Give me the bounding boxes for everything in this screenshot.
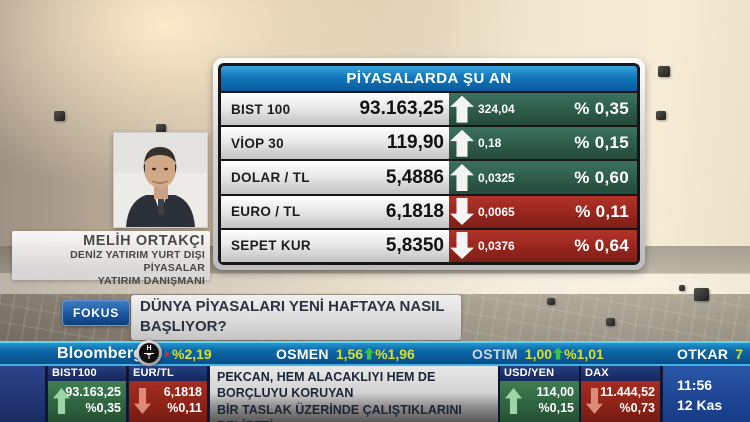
quote-symbol: USD/YEN: [500, 366, 579, 381]
market-panel-body: PİYASALARDA ŞU AN BIST 100 93.163,25 324…: [218, 63, 640, 265]
percent-change: % 0,35: [574, 99, 629, 119]
ticker-percent: %1,01: [564, 345, 604, 362]
decor-cube: [156, 124, 166, 133]
ticker-partial-item: %2,19: [165, 344, 212, 363]
market-row-viop30: VİOP 30 119,90 0,18 % 0,15: [221, 127, 637, 160]
fokus-tag: FOKUS: [62, 300, 130, 326]
quote-symbol: DAX: [581, 366, 660, 381]
instrument-value: 5,8350: [385, 234, 444, 256]
ticker-value: 7: [735, 345, 744, 362]
news-line1: PEKCAN, HEM ALACAKLIYI HEM DE BORÇLUYU K…: [217, 370, 436, 401]
quote-box-dax: DAX 11.444,52 %0,73: [581, 366, 662, 422]
clock-box: 11:56 12 Kas: [663, 366, 750, 422]
up-arrow-icon: [450, 129, 474, 157]
market-panel: PİYASALARDA ŞU AN BIST 100 93.163,25 324…: [213, 58, 645, 270]
news-ticker: PEKCAN, HEM ALACAKLIYI HEM DE BORÇLUYU K…: [210, 366, 500, 422]
branding-box: [0, 366, 47, 422]
market-panel-title: PİYASALARDA ŞU AN: [221, 66, 637, 91]
ticker-symbol: OSTIM: [472, 345, 518, 362]
instrument-value: 6,1818: [385, 200, 444, 222]
change-value: 0,18: [478, 136, 502, 151]
headline-line2: BAŞLIYOR?: [140, 317, 227, 335]
ticker-item-osmen: OSMEN 1,56 %1,96: [276, 344, 415, 363]
quote-box-bist100: BIST100 93.163,25 %0,35: [48, 366, 128, 422]
quote-percent: %0,73: [619, 401, 655, 416]
change-value: 0,0065: [478, 204, 515, 219]
quote-box-eurtl: EUR/TL 6,1818 %0,11: [129, 366, 209, 422]
down-arrow-icon: [450, 232, 474, 259]
guest-name: MELİH ORTAKÇI: [83, 233, 205, 249]
ticker-percent: %2,19: [172, 345, 212, 362]
red-arrow-icon: [165, 349, 170, 358]
instrument-label: EURO / TL: [231, 204, 301, 220]
ticker-item-otkar: OTKAR 7: [677, 344, 743, 363]
decor-cube: [606, 318, 615, 326]
instrument-value: 5,4886: [385, 166, 444, 188]
quote-percent: %0,11: [167, 401, 202, 416]
instrument-value: 119,90: [386, 132, 444, 154]
ticker-value: 1,00: [524, 345, 553, 362]
quote-percent: %0,35: [85, 401, 121, 416]
decor-cube: [658, 66, 670, 77]
bloomberg-logo-text: Bloomberg: [57, 344, 144, 362]
stock-ticker-bar: Bloomberg H T %2,19 OSMEN 1,56 %1,96 OST…: [0, 340, 750, 366]
decor-cube: [656, 111, 666, 120]
market-row-euro-tl: EURO / TL 6,1818 0,0065 % 0,11: [221, 195, 637, 228]
guest-portrait-illustration: [114, 133, 207, 227]
up-arrow-icon: [553, 347, 564, 360]
decor-cube: [694, 288, 709, 301]
change-value: 324,04: [478, 102, 515, 117]
percent-change: % 0,11: [575, 201, 629, 221]
decor-cube: [54, 111, 65, 121]
percent-change: % 0,60: [574, 167, 629, 187]
headline-line1: DÜNYA PİYASALARI YENİ HAFTAYA NASIL: [140, 298, 445, 315]
up-arrow-icon: [450, 95, 474, 123]
quote-value: 6,1818: [163, 385, 202, 399]
market-row-bist100: BIST 100 93.163,25 324,04 % 0,35: [221, 93, 637, 126]
ticker-percent: %1,96: [375, 345, 415, 362]
bottom-data-strip: BIST100 93.163,25 %0,35 EUR/TL 6,1818 %0…: [0, 366, 750, 422]
topic-headline: DÜNYA PİYASALARI YENİ HAFTAYA NASIL BAŞL…: [131, 295, 461, 340]
percent-change: % 0,64: [574, 235, 629, 255]
guest-photo: [113, 132, 208, 228]
guest-title-line1: DENİZ YATIRIM YURT DIŞI PİYASALAR: [70, 249, 205, 274]
clock-time: 11:56: [677, 377, 713, 393]
quote-percent: %0,15: [538, 401, 574, 416]
quote-value: 114,00: [536, 385, 574, 399]
market-row-dolar-tl: DOLAR / TL 5,4886 0,0325 % 0,60: [221, 161, 637, 194]
percent-change: % 0,15: [574, 133, 629, 153]
quote-symbol: BIST100: [48, 366, 126, 381]
instrument-label: BIST 100: [231, 101, 291, 117]
instrument-value: 93.163,25: [359, 98, 444, 120]
instrument-label: DOLAR / TL: [231, 170, 310, 185]
decor-cube: [547, 298, 555, 305]
guest-nameplate: MELİH ORTAKÇI DENİZ YATIRIM YURT DIŞI Pİ…: [12, 231, 210, 287]
instrument-label: VİOP 30: [231, 135, 284, 151]
ticker-symbol: OTKAR: [677, 345, 729, 362]
down-arrow-icon: [450, 198, 474, 225]
up-arrow-icon: [450, 164, 474, 191]
ht-logo-icon: H T: [136, 340, 162, 366]
decor-cube: [679, 285, 685, 291]
ticker-symbol: OSMEN: [276, 345, 329, 362]
quote-value: 11.444,52: [600, 385, 655, 399]
quote-symbol: EUR/TL: [129, 366, 207, 381]
ticker-item-ostim: OSTIM 1,00 %1,01: [472, 344, 604, 363]
quote-box-usdyen: USD/YEN 114,00 %0,15: [500, 366, 581, 422]
ticker-value: 1,56: [335, 345, 364, 362]
change-value: 0,0325: [478, 170, 515, 185]
up-arrow-icon: [364, 347, 375, 360]
news-line2: BİR TASLAK ÜZERİNDE ÇALIŞTIKLARINI BELİR…: [217, 402, 462, 422]
change-value: 0,0376: [478, 238, 515, 253]
clock-date: 12 Kas: [677, 397, 723, 414]
quote-value: 93.163,25: [65, 385, 121, 399]
guest-title-line2: YATIRIM DANIŞMANI: [97, 274, 205, 287]
market-row-sepet-kur: SEPET KUR 5,8350 0,0376 % 0,64: [221, 229, 637, 263]
instrument-label: SEPET KUR: [231, 238, 311, 254]
